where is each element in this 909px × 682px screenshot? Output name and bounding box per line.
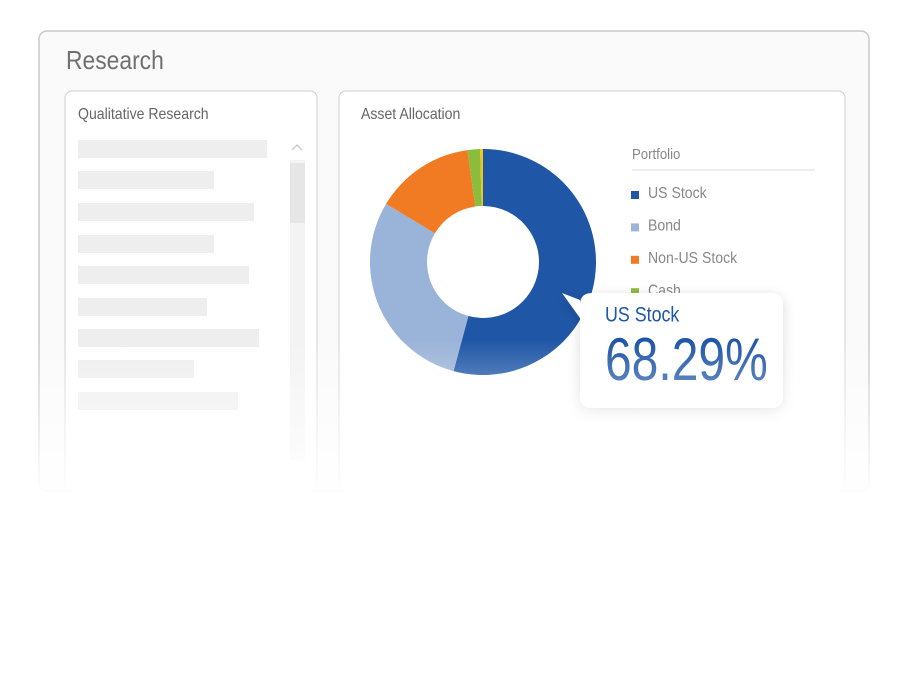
donut-chart (369, 149, 596, 375)
donut-slice (467, 149, 482, 207)
panel-title: Asset Allocation (361, 105, 460, 123)
legend-label: Bond (648, 217, 681, 235)
legend-title: Portfolio (632, 145, 681, 162)
donut-slice (369, 203, 469, 372)
donut-slice (453, 149, 596, 375)
fade-overlay (30, 340, 880, 500)
card-title: Research (66, 47, 164, 76)
scrollbar-thumb[interactable] (290, 163, 305, 223)
legend-swatch (631, 223, 639, 232)
legend-label: US Stock (648, 184, 707, 202)
legend-swatch (631, 255, 639, 264)
legend-swatch (631, 288, 639, 297)
legend-swatch (631, 191, 639, 199)
legend-label: Non-US Stock (648, 249, 738, 267)
tooltip-label: US Stock (605, 303, 680, 327)
donut-slice (386, 150, 476, 234)
panel-title: Qualitative Research (78, 105, 209, 123)
donut-slice (480, 149, 483, 207)
scroll-up-arrow[interactable] (291, 143, 303, 151)
